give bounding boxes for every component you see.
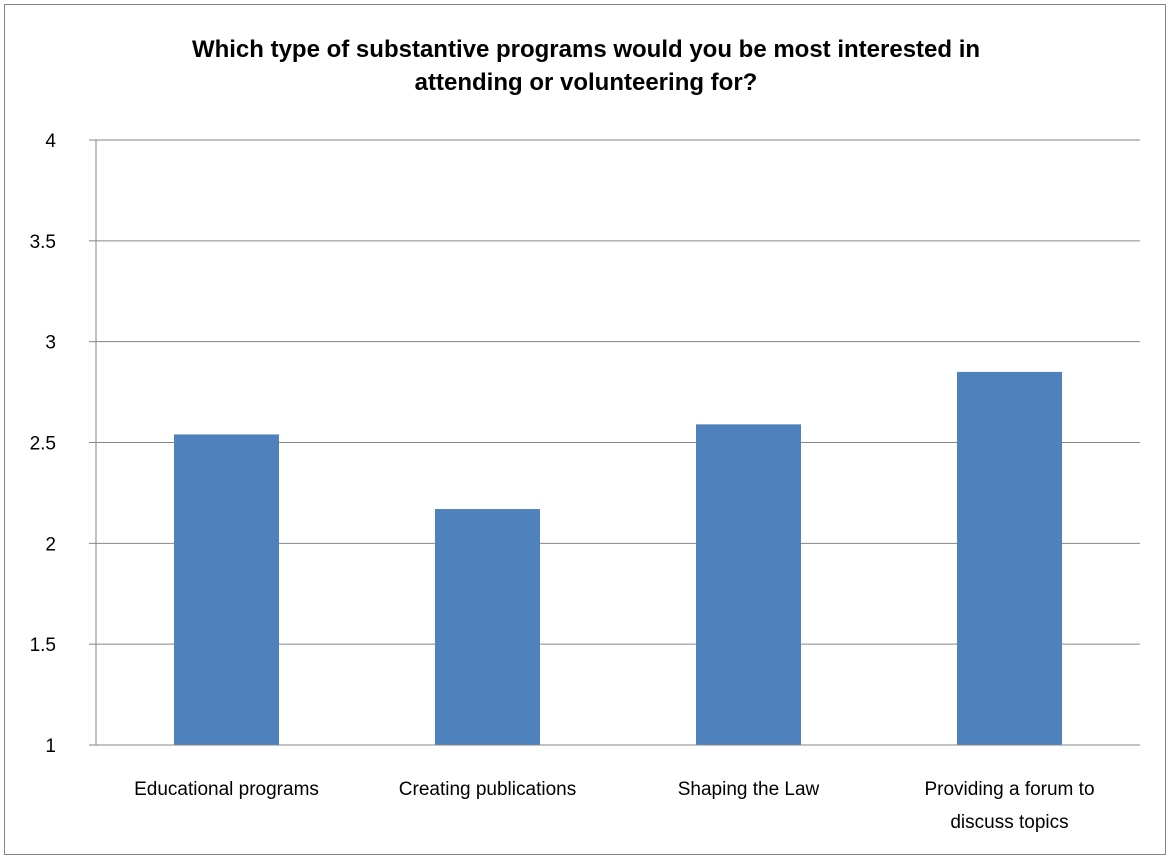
bars [174, 371, 1062, 745]
bar-4 [957, 371, 1062, 745]
y-tick-label: 3 [45, 333, 56, 354]
bar-1 [174, 434, 279, 745]
chart-frame: Which type of substantive programs would… [4, 4, 1166, 855]
y-tick-label: 3.5 [30, 232, 56, 253]
bar-chart: Which type of substantive programs would… [30, 36, 1140, 833]
y-axis-tick-labels: 1 1.5 2 2.5 3 3.5 4 [30, 131, 57, 757]
y-tick-label: 1 [45, 736, 56, 757]
x-category-label: Educational programs [134, 779, 319, 800]
x-category-label: Creating publications [399, 779, 576, 800]
y-tick-label: 2.5 [30, 434, 56, 455]
chart-title-line-2: attending or volunteering for? [415, 69, 758, 96]
bar-3 [696, 424, 801, 745]
x-category-label: Shaping the Law [678, 779, 820, 800]
x-category-label: Providing a forum to [924, 779, 1094, 800]
x-axis-category-labels: Educational programs Creating publication… [134, 779, 1094, 833]
axes [95, 140, 1140, 746]
y-tick-label: 4 [45, 131, 56, 152]
y-tick-label: 2 [45, 534, 56, 555]
bar-2 [435, 509, 540, 745]
y-tick-label: 1.5 [30, 635, 56, 656]
chart-title: Which type of substantive programs would… [192, 36, 980, 96]
chart-title-line-1: Which type of substantive programs would… [192, 36, 980, 63]
x-category-label: discuss topics [950, 812, 1068, 833]
